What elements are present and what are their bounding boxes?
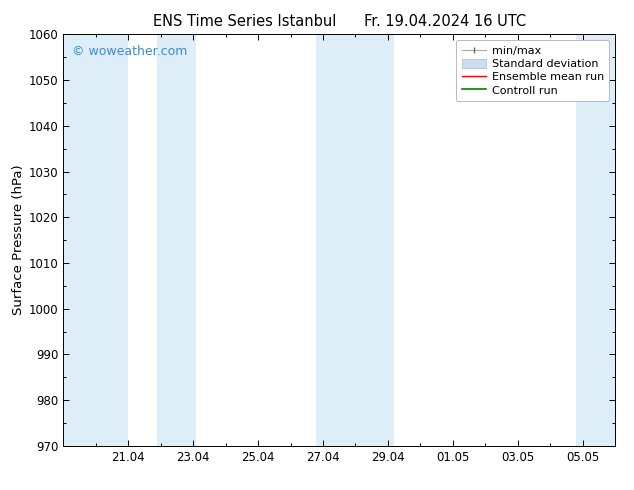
Bar — [576, 34, 615, 446]
Y-axis label: Surface Pressure (hPa): Surface Pressure (hPa) — [11, 165, 25, 316]
Title: ENS Time Series Istanbul      Fr. 19.04.2024 16 UTC: ENS Time Series Istanbul Fr. 19.04.2024 … — [153, 14, 526, 29]
Bar — [316, 34, 394, 446]
Bar — [157, 34, 197, 446]
Bar — [63, 34, 128, 446]
Legend: min/max, Standard deviation, Ensemble mean run, Controll run: min/max, Standard deviation, Ensemble me… — [456, 40, 609, 101]
Text: © woweather.com: © woweather.com — [72, 45, 187, 58]
